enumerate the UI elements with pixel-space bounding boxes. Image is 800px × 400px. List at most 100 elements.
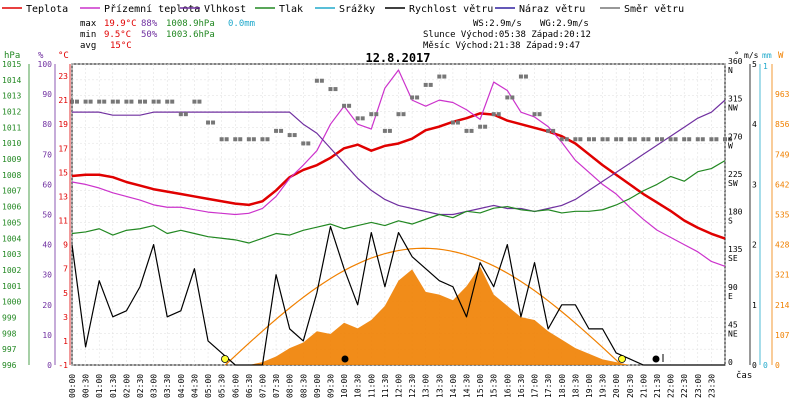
wind-direction-point [183, 112, 188, 117]
direction-tick-label: 360 [728, 57, 743, 66]
temp-tick-label: 19 [58, 120, 68, 129]
legend-label-srazky: Srážky [339, 3, 375, 15]
wind-direction-point [279, 128, 284, 133]
info-wg: WG:2.9m/s [540, 19, 589, 29]
wind-direction-point [75, 99, 79, 104]
wind-direction-point [410, 95, 415, 100]
radiation-area [72, 247, 725, 366]
hpa-tick-label: 1012 [2, 108, 21, 117]
time-tick-label: 12:30 [408, 374, 417, 398]
wind-direction-point [491, 112, 496, 117]
time-tick-label: 08:00 [286, 374, 295, 398]
wind-direction-point [83, 99, 88, 104]
stats-min-temp: 9.5°C [104, 30, 131, 40]
wind-direction-point [178, 112, 183, 117]
legend-label-rychlost-vetru: Rychlost větru [409, 3, 493, 15]
wind-direction-point [355, 116, 360, 121]
direction-compass-label: S [728, 217, 733, 226]
wind-direction-point [374, 112, 379, 117]
wind-direction-point [496, 112, 501, 117]
hpa-tick-label: 999 [2, 313, 17, 322]
chart-title: 12.8.2017 [365, 51, 430, 65]
ms-axis-title: m/s [744, 51, 759, 60]
wind-direction-point [156, 99, 161, 104]
pct-tick-label: 100 [38, 60, 53, 69]
wind-direction-point [102, 99, 107, 104]
time-tick-label: 16:30 [517, 374, 526, 398]
pct-tick-label: 40 [42, 241, 52, 250]
wind-direction-point [292, 133, 297, 138]
wind-direction-point [211, 120, 216, 125]
direction-tick-label: 45 [728, 320, 738, 329]
wind-direction-point [428, 82, 433, 87]
hpa-tick-label: 1003 [2, 250, 21, 259]
radiation-tick-label: 0 [775, 361, 780, 370]
wind-direction-point [632, 137, 637, 142]
time-tick-label: 23:00 [694, 374, 703, 398]
direction-compass-label: W [728, 141, 733, 150]
wind-direction-point [274, 128, 279, 133]
wind-direction-point [238, 137, 243, 142]
pct-tick-label: 30 [42, 271, 52, 280]
wind-direction-point [206, 120, 211, 125]
hpa-tick-label: 1005 [2, 218, 21, 227]
wind-direction-point [505, 95, 510, 100]
direction-compass-label: SE [728, 254, 738, 263]
time-tick-label: 13:30 [435, 374, 444, 398]
wind-direction-point [265, 137, 270, 142]
wind-direction-point [646, 137, 651, 142]
hpa-tick-label: 1008 [2, 171, 21, 180]
info-block: WS:2.9m/s WG:2.9m/s Slunce Východ:05:38 … [423, 19, 591, 51]
wind-direction-point [668, 137, 673, 142]
time-tick-label: 20:00 [612, 374, 621, 398]
time-tick-label: 11:00 [367, 374, 376, 398]
temp-tick-label: 11 [58, 217, 68, 226]
axis-titles: hPa % °C ° m/s mm W čas [4, 51, 784, 381]
wind-direction-point [401, 112, 406, 117]
hpa-tick-label: 1001 [2, 282, 21, 291]
hpa-tick-label: 996 [2, 361, 17, 370]
legend-label-naraz-vetru: Náraz větru [519, 3, 585, 15]
time-tick-label: 07:30 [272, 374, 281, 398]
wind-direction-point [564, 137, 569, 142]
direction-tick-label: 270 [728, 132, 743, 141]
hpa-tick-label: 1013 [2, 92, 21, 101]
time-tick-label: 00:30 [82, 374, 91, 398]
mm-axis-title: mm [762, 51, 772, 60]
time-tick-label: 14:30 [463, 374, 472, 398]
time-tick-label: 15:30 [490, 374, 499, 398]
time-tick-label: 16:00 [503, 374, 512, 398]
direction-compass-label: NE [728, 329, 738, 338]
time-tick-label: 22:00 [667, 374, 676, 398]
wind-tick-label: 5 [752, 60, 757, 69]
series-line [71, 225, 725, 366]
wind-direction-point [700, 137, 705, 142]
rain-tick-label: 0 [763, 361, 768, 370]
wind-direction-point [600, 137, 605, 142]
wind-direction-point [415, 95, 420, 100]
time-tick-label: 09:00 [313, 374, 322, 398]
wind-direction-point [115, 99, 120, 104]
wind-direction-point [714, 137, 719, 142]
legend: Teplota Přízemní teplota Vlhkost Tlak Sr… [2, 3, 684, 15]
wind-direction-point [382, 128, 387, 133]
wind-direction-point [659, 137, 664, 142]
stats-max-rain: 0.0mm [228, 19, 255, 29]
temp-tick-label: 23 [58, 72, 68, 81]
wind-direction-point [224, 137, 229, 142]
wind-direction-point [97, 99, 102, 104]
wind-direction-point [170, 99, 175, 104]
hpa-tick-label: 997 [2, 345, 17, 354]
legend-label-teplota: Teplota [26, 4, 68, 15]
wind-direction-point [143, 99, 148, 104]
radiation-tick-label: 428 [775, 241, 790, 250]
time-tick-label: 07:00 [258, 374, 267, 398]
wind-direction-point [246, 137, 251, 142]
time-tick-label: 05:30 [218, 374, 227, 398]
info-ws: WS:2.9m/s [473, 19, 522, 29]
time-axis-label: čas [736, 370, 752, 381]
pct-tick-label: 20 [42, 301, 52, 310]
temp-tick-label: 7 [63, 265, 68, 274]
time-tick-label: 02:00 [122, 374, 131, 398]
